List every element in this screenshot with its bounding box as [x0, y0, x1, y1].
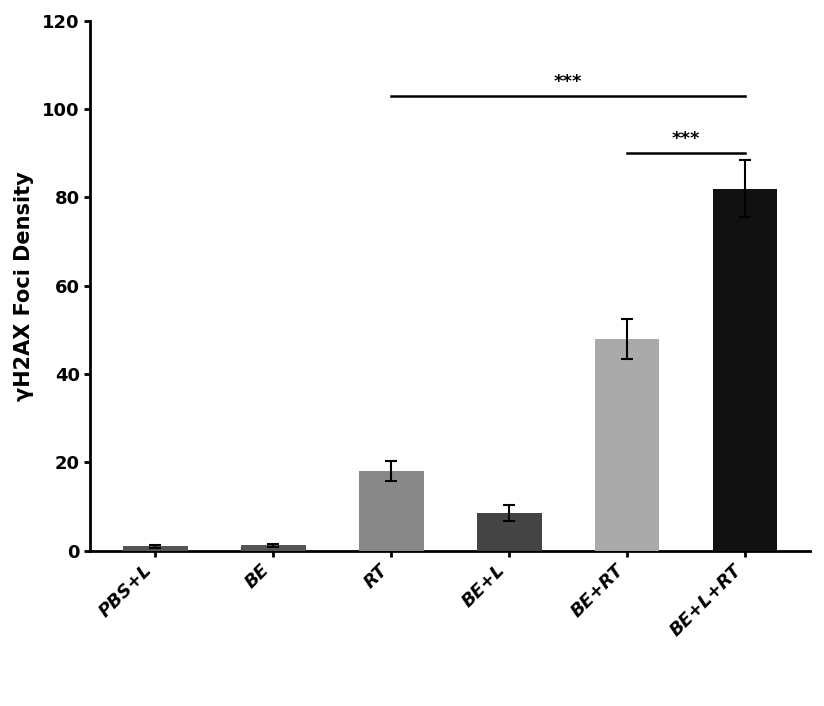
Bar [713, 189, 777, 551]
Text: ***: *** [672, 130, 700, 148]
Bar [476, 513, 541, 551]
Text: ***: *** [554, 73, 583, 90]
Bar [241, 545, 306, 551]
Bar [358, 471, 424, 551]
Bar [123, 546, 188, 551]
Y-axis label: γH2AX Foci Density: γH2AX Foci Density [14, 171, 34, 401]
Bar [595, 339, 659, 551]
